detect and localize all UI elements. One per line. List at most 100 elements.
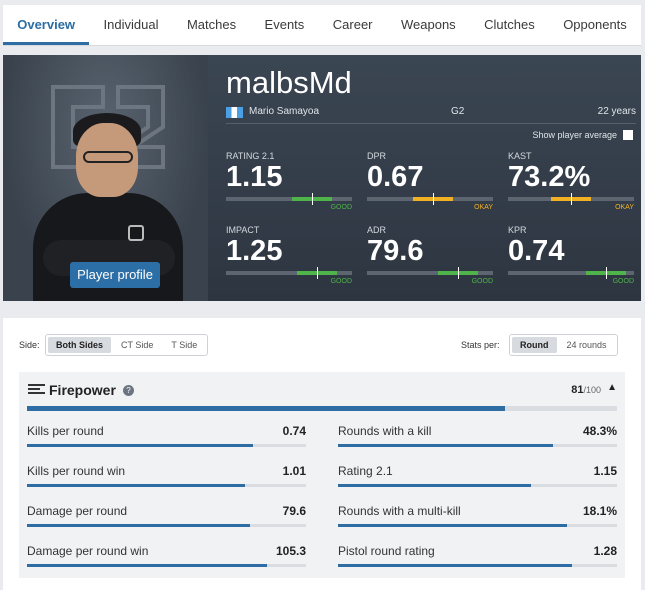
stat-row-bar-fill: [27, 484, 245, 487]
stat-value: 0.74: [508, 235, 565, 267]
stat-value: 1.25: [226, 235, 283, 267]
collapse-caret-icon[interactable]: ▲: [607, 382, 617, 393]
stat-row-bar: [338, 524, 617, 527]
stat-row-value: 105.3: [275, 544, 306, 558]
stat-row-value: 79.6: [282, 504, 306, 518]
stat-row-bar-fill: [27, 564, 267, 567]
stat-row-label: Rating 2.1: [338, 464, 393, 478]
stat-rating-text: OKAY: [615, 204, 634, 211]
player-glasses: [83, 151, 133, 163]
tab-individual[interactable]: Individual: [103, 17, 159, 32]
stat-rating-text: GOOD: [471, 278, 493, 285]
stat-meter: [367, 267, 493, 279]
stat-adr: ADR 79.6 GOOD: [367, 225, 493, 285]
stat-row-label: Pistol round rating: [338, 544, 435, 558]
jersey-badge: [128, 225, 144, 241]
stat-row-value: 1.28: [593, 544, 617, 558]
stat-row-label: Kills per round: [27, 424, 104, 438]
tab-weapons[interactable]: Weapons: [400, 17, 456, 32]
stat-row-label: Rounds with a multi-kill: [338, 504, 461, 518]
stat-row-bar: [27, 564, 306, 567]
tab-matches[interactable]: Matches: [186, 17, 237, 32]
stat-row-bar-fill: [27, 444, 253, 447]
stat-row-label: Rounds with a kill: [338, 424, 432, 438]
stats-panel: Side: Both Sides CT Side T Side Stats pe…: [3, 318, 641, 590]
stat-rating: RATING 2.1 1.15 GOOD: [226, 151, 352, 211]
flag-icon: [226, 107, 243, 118]
stat-row-value: 1.01: [282, 464, 306, 478]
stat-row-bar: [338, 484, 617, 487]
stat-kpr: KPR 0.74 GOOD: [508, 225, 634, 285]
tab-clutches[interactable]: Clutches: [484, 17, 535, 32]
side-ct-button[interactable]: CT Side: [121, 340, 154, 350]
tab-events[interactable]: Events: [264, 17, 305, 32]
stat-meter: [508, 267, 634, 279]
firepower-bar: [27, 406, 617, 411]
stat-meter: [508, 193, 634, 205]
stat-row-value: 1.15: [593, 464, 617, 478]
stat-meter: [226, 193, 352, 205]
stat-row-value: 48.3%: [582, 424, 617, 438]
stat-value: 79.6: [367, 235, 424, 267]
stat-meter: [226, 267, 352, 279]
stat-impact: IMPACT 1.25 GOOD: [226, 225, 352, 285]
stat-meter-marker: [606, 267, 608, 279]
tab-career[interactable]: Career: [332, 17, 373, 32]
per-24-rounds-button[interactable]: 24 rounds: [566, 340, 607, 350]
side-both-button[interactable]: Both Sides: [48, 337, 112, 353]
stats-per-filter: Round 24 rounds: [509, 334, 618, 356]
stat-row-bar: [338, 564, 617, 567]
stat-row-bar-fill: [338, 564, 573, 567]
firepower-score-value: 81: [571, 384, 584, 396]
stat-row-value: 0.74: [282, 424, 306, 438]
player-real-name: Mario Samayoa: [249, 106, 320, 117]
stat-dpr: DPR 0.67 OKAY: [367, 151, 493, 211]
side-t-button[interactable]: T Side: [171, 340, 198, 350]
player-team[interactable]: G2: [451, 106, 465, 117]
stat-row-bar-fill: [338, 444, 553, 447]
stat-row-label: Kills per round win: [27, 464, 126, 478]
tab-opponents[interactable]: Opponents: [563, 17, 627, 32]
stat-label: IMPACT: [226, 225, 260, 235]
player-meta: Mario Samayoa G2 22 years: [226, 105, 636, 120]
stat-row-bar-fill: [338, 484, 531, 487]
stat-rating-text: GOOD: [330, 204, 352, 211]
show-average-label: Show player average: [532, 130, 617, 140]
firepower-score-max: /100: [583, 385, 601, 395]
stat-meter: [367, 193, 493, 205]
stat-row-value: 18.1%: [582, 504, 617, 518]
stat-value: 1.15: [226, 161, 283, 193]
help-icon[interactable]: ?: [123, 385, 134, 396]
stat-label: DPR: [367, 151, 387, 161]
stat-row-bar: [338, 444, 617, 447]
stat-row-bar: [27, 524, 306, 527]
firepower-section: Firepower ? 81/100 ▲ Kills per round 0.7…: [19, 372, 625, 578]
stat-meter-marker: [311, 193, 313, 205]
stat-value: 73.2%: [508, 161, 591, 193]
tab-bar: Overview Individual Matches Events Caree…: [3, 5, 641, 46]
firepower-bar-fill: [27, 406, 505, 411]
player-photo: Player profile: [3, 55, 208, 301]
stat-rating-text: GOOD: [612, 278, 634, 285]
player-age: 22 years: [597, 106, 636, 117]
show-average-toggle[interactable]: Show player average: [532, 130, 633, 140]
show-average-checkbox[interactable]: [623, 130, 633, 140]
player-profile-button[interactable]: Player profile: [70, 262, 160, 288]
firepower-score: 81/100: [571, 384, 601, 396]
firepower-title: Firepower: [49, 382, 116, 398]
side-filter-label: Side:: [19, 340, 40, 350]
stat-rating-text: GOOD: [330, 278, 352, 285]
stat-row-bar-fill: [338, 524, 567, 527]
per-round-button[interactable]: Round: [512, 337, 557, 353]
stat-rating-text: OKAY: [474, 204, 493, 211]
divider: [226, 123, 636, 124]
stat-row-bar: [27, 444, 306, 447]
stat-label: KPR: [508, 225, 527, 235]
tab-overview[interactable]: Overview: [3, 5, 90, 45]
stat-label: RATING 2.1: [226, 151, 275, 161]
stat-row-label: Damage per round win: [27, 544, 149, 558]
stat-meter-marker: [571, 193, 572, 205]
player-summary-card: Player profile malbsMd Mario Samayoa G2 …: [3, 55, 641, 301]
stat-meter-marker: [432, 193, 434, 205]
stat-meter-marker: [316, 267, 318, 279]
